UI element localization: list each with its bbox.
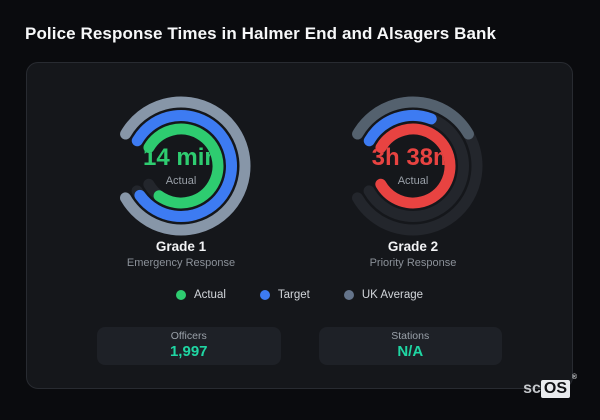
- gauge-grade-1-center: 14 min Actual: [106, 91, 256, 241]
- gauge-grade-2-caption: Grade 2 Priority Response: [338, 239, 488, 269]
- legend-item-target[interactable]: Target: [259, 289, 310, 301]
- gauge-grade-1-rings: [111, 96, 251, 236]
- gauge-grade-1-value: 14 min: [142, 144, 220, 172]
- registered-trademark-icon: ®: [571, 374, 577, 381]
- gauge-grade-2-subtitle: Priority Response: [369, 257, 457, 269]
- gauge-grade-2-rings: [343, 96, 483, 236]
- gauge-grade-1-value-label: Actual: [165, 174, 197, 187]
- gauge-grade-2: 3h 38m Actual: [338, 91, 488, 241]
- legend-item-uk-average[interactable]: UK Average: [343, 289, 424, 301]
- scos-logo-prefix: sc: [523, 380, 541, 397]
- legend-dot-uk-average-icon: [343, 290, 354, 300]
- scos-logo-suffix: OS ®: [540, 374, 577, 398]
- gauge-grade-1-caption: Grade 1 Emergency Response: [106, 239, 256, 269]
- scos-logo: sc OS ®: [523, 374, 577, 398]
- stat-stations-label: Stations: [391, 330, 430, 343]
- gauge-grade-1: 14 min Actual: [106, 91, 256, 241]
- stat-officers-label: Officers: [170, 330, 207, 343]
- stats-row: Officers 1,997 Stations N/A: [97, 327, 502, 365]
- legend-dot-target-icon: [259, 290, 270, 300]
- legend-label-uk-average: UK Average: [361, 289, 424, 301]
- gauge-grade-1-title: Grade 1: [155, 239, 207, 254]
- stat-stations: Stations N/A: [318, 327, 502, 365]
- stat-officers-value: 1,997: [169, 342, 208, 360]
- legend-label-target: Target: [277, 289, 310, 301]
- stat-officers: Officers 1,997: [97, 327, 281, 365]
- gauge-grade-1-subtitle: Emergency Response: [126, 257, 236, 269]
- legend: Actual Target UK Average: [27, 289, 572, 301]
- legend-dot-actual-icon: [175, 290, 186, 300]
- response-times-card: 14 min Actual 3h 38m Actual Grade 1 Emer…: [26, 62, 573, 389]
- gauge-grade-2-value-label: Actual: [397, 174, 429, 187]
- page-title: Police Response Times in Halmer End and …: [25, 24, 497, 43]
- legend-label-actual: Actual: [193, 289, 226, 301]
- legend-item-actual[interactable]: Actual: [175, 289, 226, 301]
- gauge-grade-2-title: Grade 2: [387, 239, 439, 254]
- stat-stations-value: N/A: [397, 342, 424, 360]
